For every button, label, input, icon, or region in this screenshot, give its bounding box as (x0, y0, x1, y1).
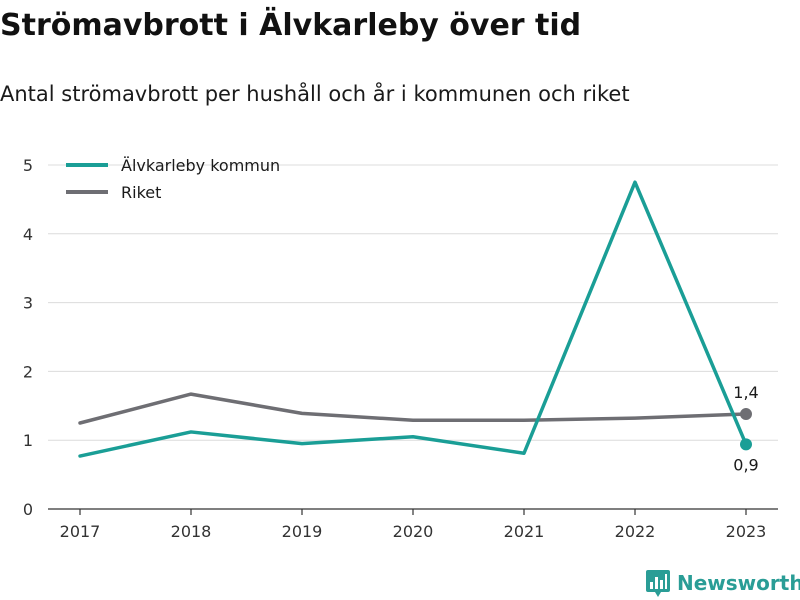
series-line-alvkarleby (78, 180, 748, 458)
logo-text: Newsworthy (677, 571, 800, 595)
y-axis-ticks: 0 1 2 3 4 5 (23, 156, 33, 519)
data-label: 1,4 (733, 383, 758, 402)
x-tick-label: 2021 (504, 522, 545, 541)
x-tick-label: 2022 (615, 522, 656, 541)
x-tick-label: 2019 (282, 522, 323, 541)
x-tick-label: 2023 (726, 522, 767, 541)
y-tick-label: 1 (23, 431, 33, 450)
series-line-riket (78, 392, 748, 425)
data-label: 0,9 (733, 455, 758, 474)
x-tick-label: 2020 (393, 522, 434, 541)
y-tick-label: 2 (23, 362, 33, 381)
legend-label: Älvkarleby kommun (121, 156, 280, 175)
x-tick-label: 2018 (171, 522, 212, 541)
y-tick-label: 5 (23, 156, 33, 175)
chart-title: Strömavbrott i Älvkarleby över tid (0, 8, 582, 43)
series-lines (78, 180, 748, 458)
legend-label: Riket (121, 183, 161, 202)
newsworthy-logo: Newsworthy (645, 568, 800, 598)
y-tick-label: 4 (23, 225, 33, 244)
gridlines (48, 164, 778, 441)
legend: Älvkarleby kommun Riket (66, 156, 280, 202)
end-point-alvkarleby (740, 438, 752, 451)
end-point-riket (740, 408, 752, 421)
x-axis: 2017 2018 2019 2020 2021 2022 2023 (48, 508, 778, 541)
x-tick-label: 2017 (60, 522, 101, 541)
chart-subtitle: Antal strömavbrott per hushåll och år i … (0, 82, 630, 106)
y-tick-label: 0 (23, 500, 33, 519)
series-end-markers: 0,9 1,4 (733, 383, 758, 474)
bar-chart-badge-icon (646, 570, 670, 597)
y-tick-label: 3 (23, 294, 33, 313)
